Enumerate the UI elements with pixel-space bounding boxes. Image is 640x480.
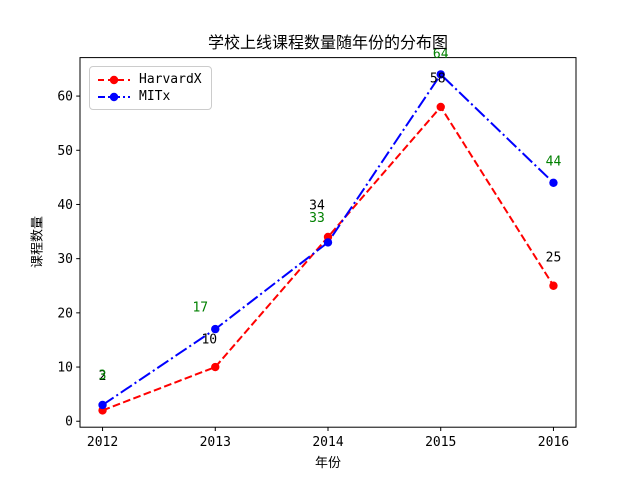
harvardx-marker	[549, 281, 558, 290]
mitx-marker	[549, 178, 558, 187]
mitx-line	[101, 72, 555, 406]
x-tick-label: 2014	[312, 435, 343, 450]
x-tick-label: 2016	[538, 435, 569, 450]
mitx-line-sample-icon	[98, 92, 130, 101]
legend-entry-harvardx: HarvardX	[97, 71, 202, 88]
y-tick-label: 10	[57, 361, 73, 376]
harvardx-point-label: 58	[430, 71, 446, 86]
y-tick-label: 40	[57, 198, 73, 213]
y-axis-label: 课程数量	[30, 215, 46, 269]
harvardx-point-label: 2	[99, 369, 107, 384]
legend-label-harvardx: HarvardX	[139, 72, 202, 87]
mitx-point-label: 64	[433, 47, 449, 62]
chart-title: 学校上线课程数量随年份的分布图	[207, 33, 448, 52]
mitx-marker	[211, 324, 220, 334]
y-tick-label: 50	[57, 144, 73, 159]
mitx-point-label: 33	[309, 211, 325, 226]
harvardx-line	[102, 105, 555, 412]
x-tick-label: 2015	[425, 435, 456, 450]
y-tick-label: 60	[57, 90, 73, 105]
legend-label-mitx: MITx	[139, 89, 171, 104]
mitx-marker	[98, 400, 107, 410]
harvardx-marker	[211, 362, 220, 372]
legend-entry-mitx: MITx	[97, 88, 202, 105]
harvardx-point-label: 10	[201, 333, 217, 348]
harvardx-line-sample-icon	[98, 75, 130, 84]
y-tick-label: 20	[57, 306, 73, 321]
legend: HarvardX MITx	[89, 66, 212, 110]
mitx-marker	[436, 70, 445, 79]
mitx-point-label: 3	[99, 368, 107, 383]
x-tick-label: 2012	[87, 435, 118, 450]
x-tick-label: 2013	[200, 435, 231, 450]
mitx-point-label: 17	[192, 301, 208, 316]
y-tick-label: 0	[65, 415, 73, 430]
harvardx-point-label: 34	[309, 198, 325, 213]
x-axis-label: 年份	[314, 456, 341, 471]
y-tick-label: 30	[57, 252, 73, 267]
harvardx-marker	[436, 102, 445, 112]
mitx-marker	[323, 238, 333, 247]
mitx-point-label: 44	[546, 154, 562, 169]
harvardx-point-label: 25	[546, 250, 562, 265]
